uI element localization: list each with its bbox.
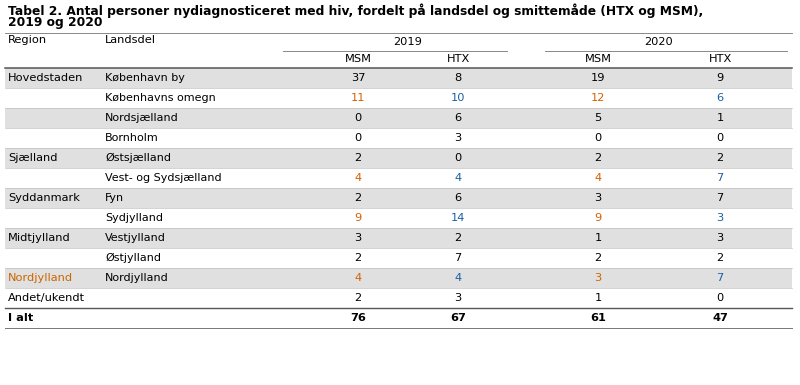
Text: 5: 5	[594, 113, 602, 123]
Text: I alt: I alt	[8, 313, 34, 323]
Text: 61: 61	[590, 313, 606, 323]
Text: 0: 0	[716, 293, 724, 303]
Text: 2: 2	[594, 153, 602, 163]
Text: Syddanmark: Syddanmark	[8, 193, 80, 203]
Text: Nordsjælland: Nordsjælland	[105, 113, 178, 123]
Text: 4: 4	[354, 273, 362, 283]
Text: 1: 1	[716, 113, 724, 123]
Text: 2: 2	[717, 153, 723, 163]
Text: 2020: 2020	[645, 37, 674, 47]
Text: 9: 9	[354, 213, 362, 223]
Text: 3: 3	[716, 233, 724, 243]
Text: 2019: 2019	[394, 37, 422, 47]
Text: MSM: MSM	[585, 55, 611, 65]
Text: 6: 6	[454, 113, 462, 123]
Text: 2019 og 2020: 2019 og 2020	[8, 16, 102, 29]
Text: Midtjylland: Midtjylland	[8, 233, 70, 243]
Bar	[5, 268, 792, 288]
Text: Fyn: Fyn	[105, 193, 124, 203]
Text: 8: 8	[454, 73, 462, 83]
Text: 12: 12	[591, 93, 605, 103]
Text: HTX: HTX	[446, 55, 470, 65]
Text: 0: 0	[594, 133, 602, 143]
Text: 0: 0	[716, 133, 724, 143]
Text: Sydjylland: Sydjylland	[105, 213, 163, 223]
Text: Bornholm: Bornholm	[105, 133, 158, 143]
Text: 0: 0	[354, 113, 362, 123]
Text: 3: 3	[454, 133, 462, 143]
Text: Region: Region	[8, 35, 47, 45]
Text: Østjylland: Østjylland	[105, 253, 161, 263]
Text: 4: 4	[454, 173, 462, 183]
Bar	[5, 148, 792, 168]
Text: 2: 2	[454, 233, 462, 243]
Text: 3: 3	[716, 213, 724, 223]
Text: 3: 3	[594, 273, 602, 283]
Text: Vest- og Sydsjælland: Vest- og Sydsjælland	[105, 173, 222, 183]
Text: 4: 4	[454, 273, 462, 283]
Text: MSM: MSM	[345, 55, 371, 65]
Text: Tabel 2. Antal personer nydiagnosticeret med hiv, fordelt på landsdel og smittem: Tabel 2. Antal personer nydiagnosticeret…	[8, 3, 703, 18]
Text: 4: 4	[354, 173, 362, 183]
Text: Østsjælland: Østsjælland	[105, 153, 171, 163]
Text: 0: 0	[454, 153, 462, 163]
Text: Nordjylland: Nordjylland	[8, 273, 73, 283]
Text: 47: 47	[712, 313, 728, 323]
Text: 1: 1	[594, 233, 602, 243]
Text: 11: 11	[350, 93, 366, 103]
Text: 4: 4	[594, 173, 602, 183]
Text: 3: 3	[594, 193, 602, 203]
Text: Vestjylland: Vestjylland	[105, 233, 166, 243]
Text: 7: 7	[454, 253, 462, 263]
Text: Andet/ukendt: Andet/ukendt	[8, 293, 85, 303]
Text: Nordjylland: Nordjylland	[105, 273, 169, 283]
Text: 10: 10	[450, 93, 466, 103]
Bar	[5, 108, 792, 128]
Bar	[5, 188, 792, 208]
Text: 3: 3	[454, 293, 462, 303]
Bar	[5, 68, 792, 88]
Text: 7: 7	[716, 273, 724, 283]
Text: Hovedstaden: Hovedstaden	[8, 73, 83, 83]
Text: 2: 2	[354, 253, 362, 263]
Text: 2: 2	[354, 153, 362, 163]
Text: 3: 3	[354, 233, 362, 243]
Text: 14: 14	[451, 213, 465, 223]
Text: 2: 2	[717, 253, 723, 263]
Text: 6: 6	[454, 193, 462, 203]
Text: Københavns omegn: Københavns omegn	[105, 93, 216, 103]
Text: 2: 2	[354, 293, 362, 303]
Text: 1: 1	[594, 293, 602, 303]
Text: 6: 6	[717, 93, 723, 103]
Text: København by: København by	[105, 73, 185, 83]
Text: Sjælland: Sjælland	[8, 153, 58, 163]
Text: 0: 0	[354, 133, 362, 143]
Text: 67: 67	[450, 313, 466, 323]
Bar	[5, 228, 792, 248]
Text: 37: 37	[350, 73, 366, 83]
Text: 9: 9	[716, 73, 724, 83]
Text: 19: 19	[590, 73, 606, 83]
Text: HTX: HTX	[708, 55, 732, 65]
Text: 76: 76	[350, 313, 366, 323]
Text: 7: 7	[716, 193, 724, 203]
Text: 7: 7	[716, 173, 724, 183]
Text: 2: 2	[594, 253, 602, 263]
Text: Landsdel: Landsdel	[105, 35, 156, 45]
Text: 2: 2	[354, 193, 362, 203]
Text: 9: 9	[594, 213, 602, 223]
